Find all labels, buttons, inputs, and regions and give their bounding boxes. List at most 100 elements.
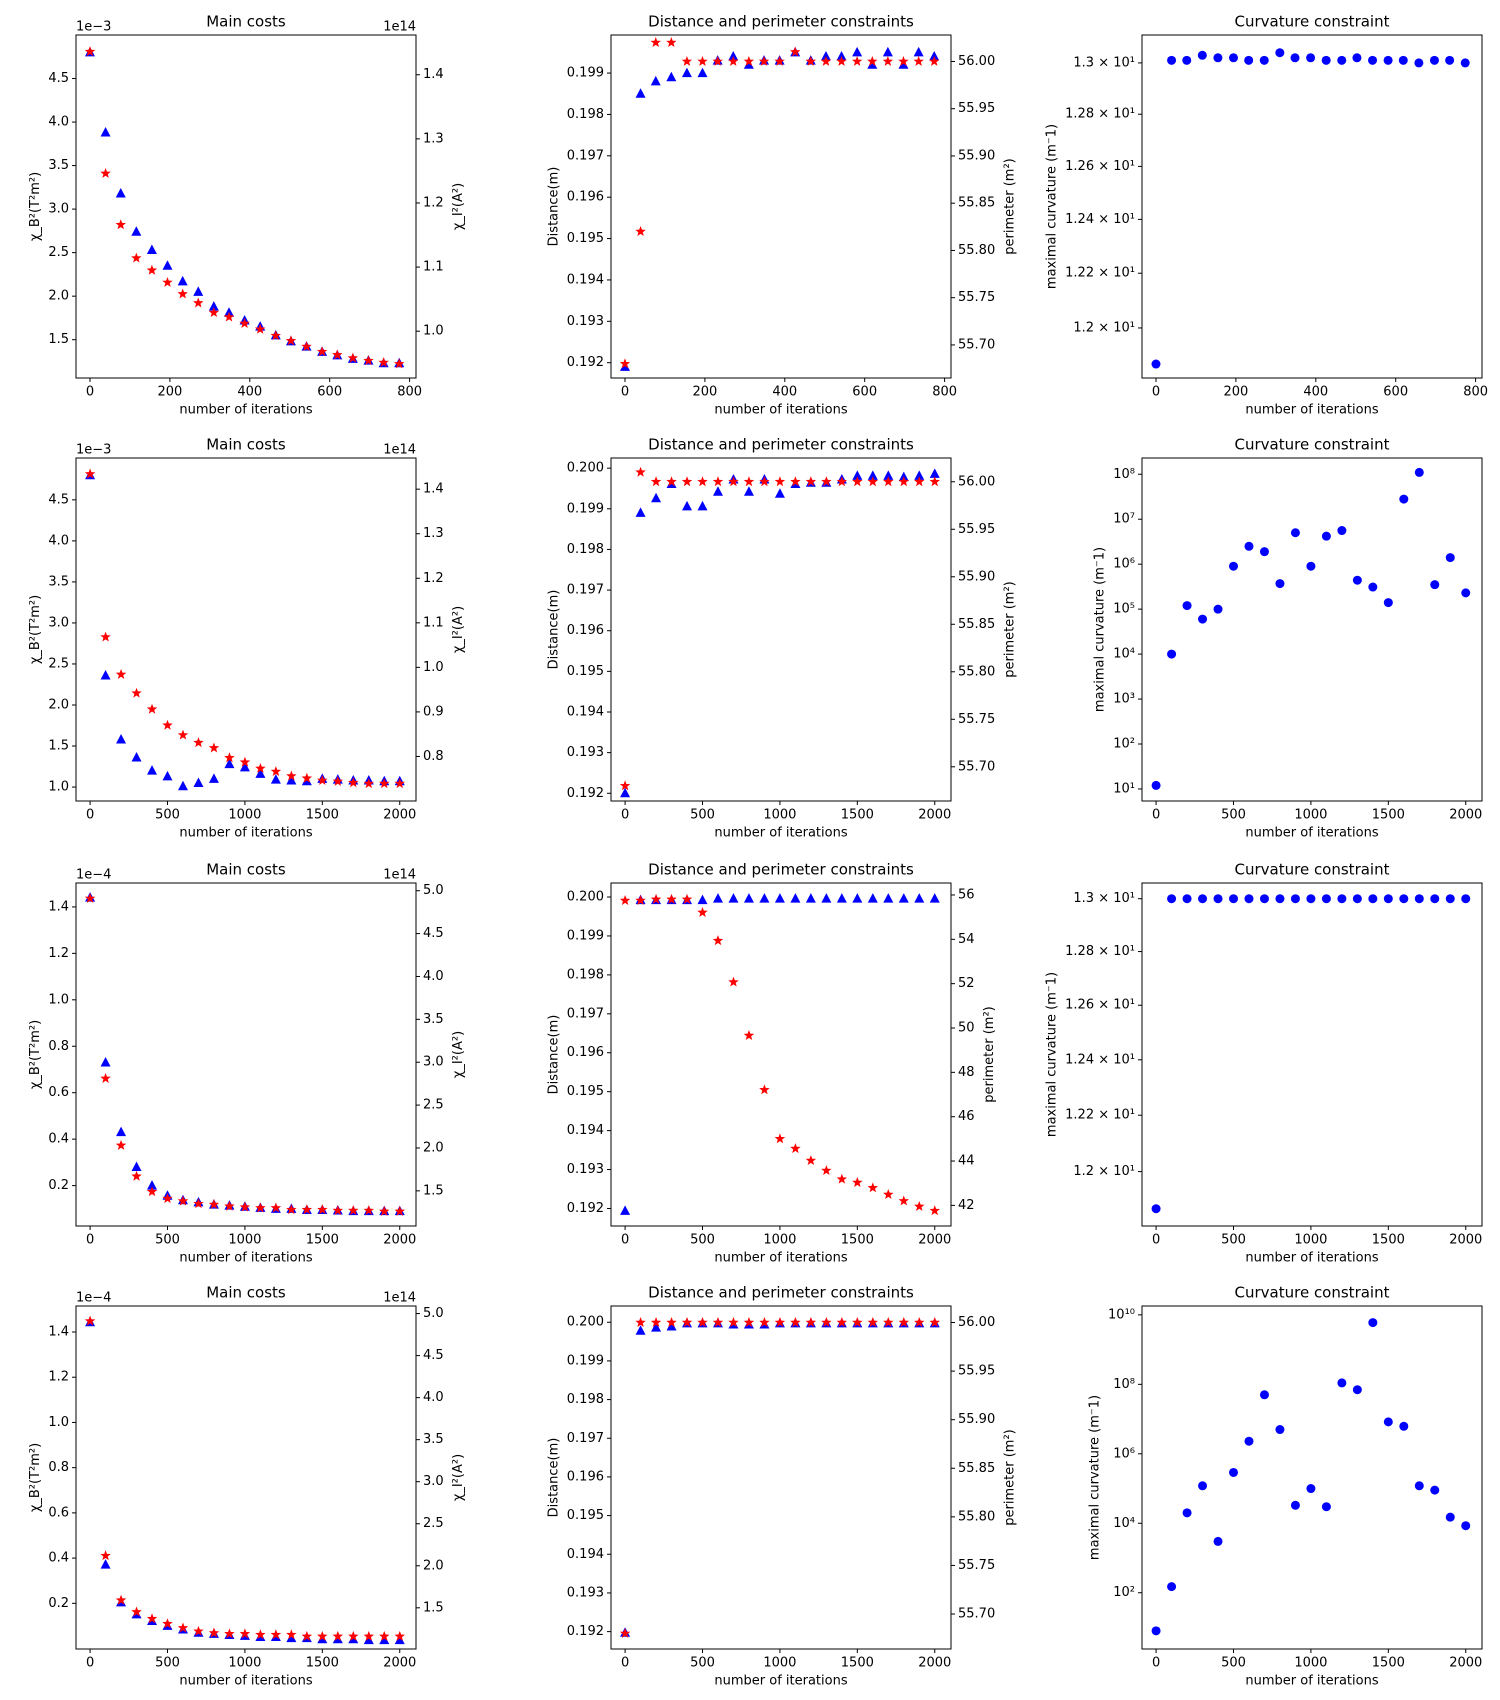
y-tick-label: 4.5 <box>48 71 69 86</box>
triangle-marker <box>805 893 816 903</box>
y2-tick-label: 55.85 <box>958 617 995 632</box>
y2-tick-label: 3.5 <box>423 1432 444 1447</box>
star-marker <box>286 1629 297 1640</box>
star-marker <box>681 893 693 904</box>
x-tick-label: 1000 <box>228 1656 261 1671</box>
star-marker <box>867 476 879 487</box>
x-axis-label: number of iterations <box>1245 1251 1378 1266</box>
triangle-marker <box>131 752 142 762</box>
circle-marker <box>1460 58 1470 68</box>
star-marker <box>666 476 677 487</box>
y-axis-label: Distance(m) <box>546 1015 561 1095</box>
y-tick-label: 10¹ <box>1113 781 1135 796</box>
triangle-marker <box>821 893 832 903</box>
x-axis-label: number of iterations <box>714 1251 847 1266</box>
plot-frame <box>75 34 417 379</box>
y-tick-label: 0.193 <box>567 1585 604 1600</box>
star-marker <box>914 476 925 487</box>
y2-tick-label: 1.1 <box>423 260 444 275</box>
x-tick-label: 2000 <box>1449 808 1482 823</box>
star-marker <box>852 476 863 487</box>
x-tick-label: 0 <box>86 1233 94 1248</box>
y2-tick-label: 55.90 <box>958 569 995 584</box>
star-marker <box>208 742 220 753</box>
y-tick-label: 0.197 <box>567 148 604 163</box>
triangle-marker <box>635 1325 646 1335</box>
x-tick-label: 1000 <box>228 808 261 823</box>
y-axis-label: maximal curvature (m⁻1) <box>1093 547 1108 712</box>
circle-marker <box>1197 50 1207 60</box>
circle-marker <box>1445 894 1455 904</box>
x-axis-label: number of iterations <box>1245 1674 1378 1689</box>
star-marker <box>914 1200 925 1211</box>
star-marker <box>743 55 755 66</box>
y-axis-label: χ_B²(T²m²) <box>28 172 43 241</box>
star-marker <box>239 318 250 328</box>
y2-axis-label: perimeter (m²) <box>1003 1429 1018 1525</box>
star-marker <box>363 355 374 366</box>
x-tick-label: 500 <box>1221 808 1246 823</box>
x-tick-label: 2000 <box>383 1656 416 1671</box>
x-tick-label: 400 <box>1303 385 1328 400</box>
x-tick-label: 1000 <box>763 1656 796 1671</box>
star-marker <box>728 55 739 66</box>
circle-marker <box>1213 604 1223 614</box>
y-axis-label: Distance(m) <box>546 167 561 247</box>
triangle-marker <box>681 67 692 78</box>
triangle-marker <box>774 893 785 903</box>
circle-marker <box>1290 894 1300 904</box>
circle-marker <box>1167 55 1177 65</box>
x-tick-label: 2000 <box>918 1656 951 1671</box>
y-tick-label: 0.192 <box>567 786 604 801</box>
y2-tick-label: 1.4 <box>423 67 444 82</box>
triangle-marker <box>898 59 909 69</box>
triangle-marker <box>286 1632 297 1643</box>
y2-tick-label: 55.90 <box>958 148 995 163</box>
x-tick-label: 1000 <box>1294 808 1327 823</box>
star-marker <box>146 703 158 714</box>
circle-marker <box>1368 55 1378 65</box>
y2-tick-label: 5.0 <box>423 883 444 898</box>
star-marker <box>821 1165 832 1176</box>
chart-title: Curvature constraint <box>1235 436 1390 454</box>
star-marker <box>146 264 158 275</box>
star-marker <box>317 1630 328 1641</box>
y-tick-label: 1.2 <box>48 1370 69 1385</box>
triangle-marker <box>929 893 940 903</box>
x-axis-label: number of iterations <box>179 1251 312 1266</box>
star-marker <box>805 1155 817 1166</box>
star-marker <box>100 1550 111 1561</box>
x-tick-label: 1000 <box>1294 1233 1327 1248</box>
triangle-marker <box>852 893 863 903</box>
star-marker <box>681 55 693 66</box>
y-tick-label: 0.192 <box>567 1624 604 1639</box>
y2-tick-label: 4.0 <box>423 969 444 984</box>
circle-marker <box>1275 48 1285 58</box>
triangle-marker <box>651 492 662 503</box>
y2-tick-label: 55.75 <box>958 712 995 727</box>
circle-marker <box>1151 359 1161 369</box>
triangle-marker <box>728 51 739 61</box>
star-marker <box>208 307 220 318</box>
triangle-marker <box>774 488 785 498</box>
star-marker <box>774 1317 786 1327</box>
star-marker <box>666 1317 677 1327</box>
circle-marker <box>1321 1502 1331 1512</box>
y-tick-label: 0.193 <box>567 314 604 329</box>
y2-axis-label: perimeter (m²) <box>982 1006 997 1102</box>
circle-marker <box>1321 531 1331 541</box>
triangle-marker <box>147 765 158 775</box>
star-marker <box>363 1205 375 1216</box>
star-marker <box>255 762 266 773</box>
circle-marker <box>1306 561 1316 571</box>
y-tick-label: 0.198 <box>567 967 604 982</box>
y-tick-label: 3.5 <box>48 158 69 173</box>
star-marker <box>774 55 785 66</box>
star-marker <box>883 1189 894 1199</box>
triangle-marker <box>867 893 878 903</box>
star-marker <box>255 1202 266 1213</box>
x-axis-label: number of iterations <box>179 1674 312 1689</box>
plot-frame <box>1141 1305 1483 1650</box>
star-marker <box>162 276 173 287</box>
star-marker <box>666 893 677 904</box>
